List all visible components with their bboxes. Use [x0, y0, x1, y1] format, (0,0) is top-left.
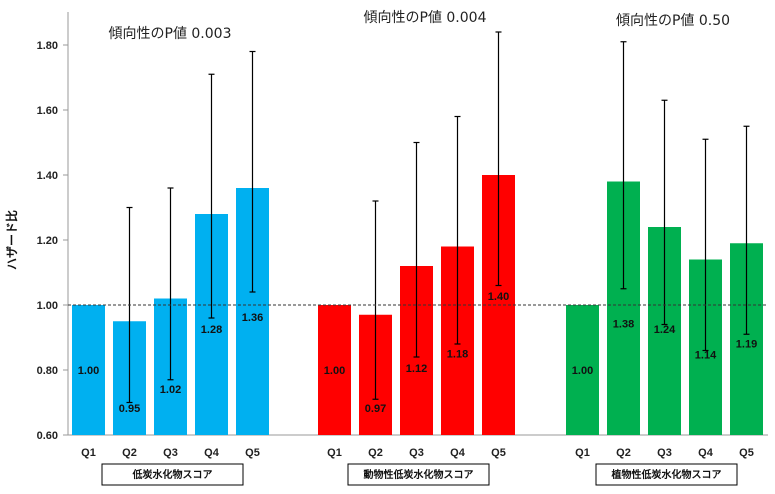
category-label: Q1	[575, 447, 590, 459]
data-label: 1.36	[242, 312, 263, 324]
p-trend-label: 傾向性のP値 0.50	[616, 13, 730, 29]
group-label: 植物性低炭水化物スコア	[611, 468, 722, 481]
data-label: 1.19	[736, 338, 757, 350]
data-label: 0.97	[365, 403, 386, 415]
data-label: 1.40	[488, 291, 509, 303]
category-label: Q2	[368, 447, 383, 459]
group-label: 低炭水化物スコア	[132, 468, 213, 481]
category-label: Q3	[409, 447, 424, 459]
data-label: 1.28	[201, 324, 222, 336]
category-label: Q2	[122, 447, 137, 459]
error-bars	[126, 31, 750, 404]
category-label: Q5	[491, 447, 506, 459]
data-label: 1.38	[613, 319, 634, 331]
data-label: 1.14	[695, 350, 717, 362]
y-tick-label: 1.60	[37, 105, 58, 117]
data-label: 1.00	[78, 365, 99, 377]
y-axis-label: ハザード比	[4, 210, 19, 270]
labels: 1.00 Q1 0.95 Q2 1.02 Q3 1.28 Q4 1.36 Q5 低炭水化物スコア 傾向…	[78, 10, 757, 486]
data-label: 1.00	[572, 365, 593, 377]
p-trend-label: 傾向性のP値 0.004	[364, 10, 487, 26]
data-label: 1.00	[324, 365, 345, 377]
bar	[72, 305, 105, 435]
y-tick-label: 1.40	[37, 170, 58, 182]
y-tick-label: 0.80	[37, 365, 58, 377]
y-tick-label: 0.60	[37, 430, 58, 442]
data-label: 1.24	[654, 324, 676, 336]
category-label: Q4	[450, 447, 466, 459]
category-label: Q1	[81, 447, 96, 459]
category-label: Q5	[739, 447, 754, 459]
data-label: 1.18	[447, 349, 468, 361]
category-label: Q3	[657, 447, 672, 459]
data-label: 0.95	[119, 403, 140, 415]
y-tick-label: 1.80	[37, 40, 58, 52]
bar	[318, 305, 351, 435]
data-label: 1.02	[160, 384, 181, 396]
category-label: Q3	[163, 447, 178, 459]
group-label-box	[595, 463, 738, 486]
group-label-box	[101, 463, 244, 486]
p-trend-label: 傾向性のP値 0.003	[109, 26, 232, 42]
y-ticks: 0.60 0.80 1.00 1.20 1.40 1.60 1.80	[37, 40, 68, 442]
category-label: Q2	[616, 447, 631, 459]
group-label: 動物性低炭水化物スコア	[364, 468, 474, 481]
category-label: Q1	[327, 447, 342, 459]
category-label: Q4	[204, 447, 220, 459]
data-label: 1.12	[406, 363, 427, 375]
y-tick-label: 1.20	[37, 235, 58, 247]
group-label-box	[347, 463, 490, 486]
category-label: Q5	[245, 447, 260, 459]
category-label: Q4	[698, 447, 714, 459]
bars	[72, 175, 763, 435]
y-tick-label: 1.00	[37, 300, 58, 312]
bar	[566, 305, 599, 435]
